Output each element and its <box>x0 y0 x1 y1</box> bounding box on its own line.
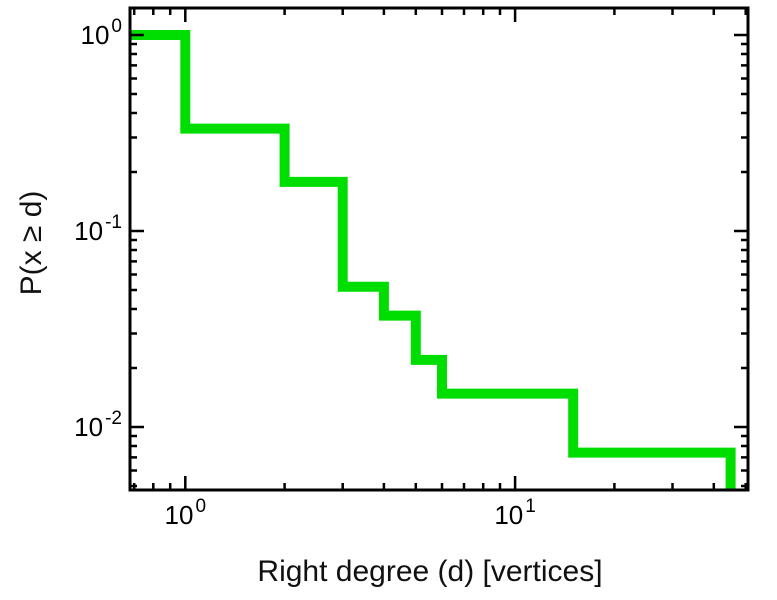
y-axis-label: P(x ≥ d) <box>15 190 48 296</box>
x-tick-label: 10 0 <box>164 496 207 530</box>
y-tick-label: 10 -1 <box>74 212 122 246</box>
ccdf-step-line <box>130 30 736 490</box>
y-tick-label: 10 -2 <box>74 408 122 442</box>
axis-ticks <box>130 8 748 490</box>
x-axis-label: Right degree (d) [vertices] <box>257 555 603 588</box>
x-tick-label: 10 1 <box>494 496 536 530</box>
y-tick-label: 10 0 <box>80 16 123 50</box>
plot-frame <box>128 6 750 492</box>
